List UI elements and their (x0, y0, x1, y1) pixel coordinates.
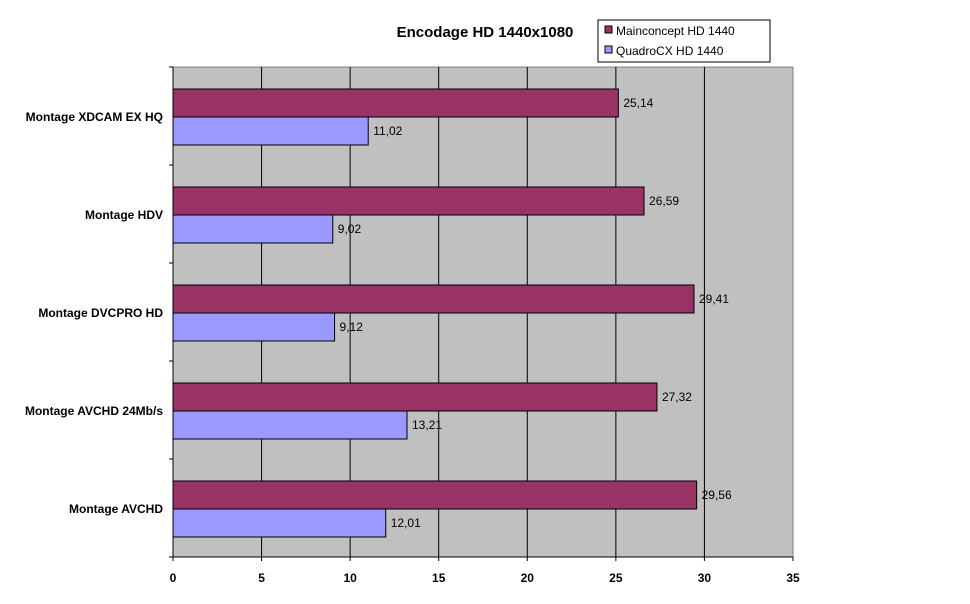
bar-quadrocx-hd-1440-montage-hdv (172, 214, 334, 244)
data-label-mainconcept-hd-1440-montage-dvcpro-hd: 29,41 (699, 292, 729, 306)
legend-swatch-quadrocx (604, 45, 613, 54)
data-label-quadrocx-hd-1440-montage-hdv: 9,02 (338, 222, 362, 236)
category-label-montage-hdv: Montage HDV (85, 208, 163, 222)
data-label-quadrocx-hd-1440-montage-avchd: 12,01 (391, 516, 421, 530)
bar-quadrocx-hd-1440-montage-avchd-24mb-s (172, 410, 408, 440)
data-label-mainconcept-hd-1440-montage-xdcam-ex-hq: 25,14 (623, 96, 653, 110)
x-tick-label-35: 35 (786, 571, 800, 585)
legend-swatch-mainconcept (604, 25, 613, 34)
category-label-montage-dvcpro-hd: Montage DVCPRO HD (38, 306, 163, 320)
bar-mainconcept-hd-1440-montage-avchd (172, 480, 698, 510)
bar-mainconcept-hd-1440-montage-avchd-24mb-s (172, 382, 658, 412)
x-tick-label-15: 15 (432, 571, 446, 585)
bar-mainconcept-hd-1440-montage-hdv (172, 186, 645, 216)
legend: Mainconcept HD 1440 QuadroCX HD 1440 (597, 19, 771, 63)
bars (172, 88, 698, 538)
category-label-montage-avchd-24mb-s: Montage AVCHD 24Mb/s (25, 404, 163, 418)
x-tick-label-25: 25 (609, 571, 623, 585)
category-label-montage-avchd: Montage AVCHD (69, 502, 163, 516)
bar-quadrocx-hd-1440-montage-xdcam-ex-hq (172, 116, 369, 146)
data-label-quadrocx-hd-1440-montage-xdcam-ex-hq: 11,02 (373, 124, 402, 138)
category-labels: Montage XDCAM EX HQ Montage HDV Montage DV… (25, 110, 163, 516)
data-label-quadrocx-hd-1440-montage-dvcpro-hd: 9,12 (340, 320, 364, 334)
data-labels: 25,14 11,02 26,59 9,02 29,41 9,12 27,32 13,21 29… (338, 96, 732, 530)
legend-label-mainconcept: Mainconcept HD 1440 (616, 24, 735, 38)
x-tick-label-20: 20 (521, 571, 535, 585)
x-tick-label-0: 0 (170, 571, 177, 585)
data-label-mainconcept-hd-1440-montage-hdv: 26,59 (649, 194, 679, 208)
bar-mainconcept-hd-1440-montage-xdcam-ex-hq (172, 88, 619, 118)
bar-quadrocx-hd-1440-montage-avchd (172, 508, 387, 538)
data-label-quadrocx-hd-1440-montage-avchd-24mb-s: 13,21 (412, 418, 442, 432)
bar-quadrocx-hd-1440-montage-dvcpro-hd (172, 312, 336, 342)
bar-mainconcept-hd-1440-montage-dvcpro-hd (172, 284, 695, 314)
axes (169, 66, 794, 561)
chart-title: Encodage HD 1440x1080 (397, 24, 574, 41)
category-label-montage-xdcam-ex-hq: Montage XDCAM EX HQ (26, 110, 163, 124)
data-label-mainconcept-hd-1440-montage-avchd: 29,56 (702, 488, 732, 502)
legend-label-quadrocx: QuadroCX HD 1440 (616, 44, 724, 58)
x-tick-labels: 0 5 10 15 20 25 30 35 (170, 571, 800, 585)
data-label-mainconcept-hd-1440-montage-avchd-24mb-s: 27,32 (662, 390, 692, 404)
legend-box (597, 19, 771, 63)
x-tick-label-30: 30 (698, 571, 712, 585)
x-tick-label-5: 5 (258, 571, 265, 585)
x-tick-label-10: 10 (343, 571, 357, 585)
